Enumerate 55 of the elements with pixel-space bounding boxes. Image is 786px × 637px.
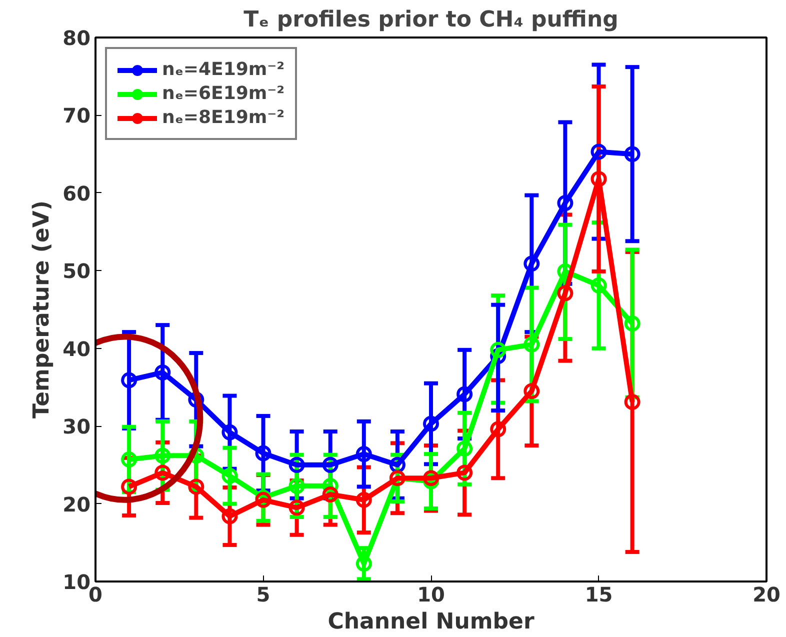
- point: [590, 144, 607, 160]
- y-tick-label: 20: [62, 492, 91, 516]
- point: [490, 421, 506, 438]
- x-tick-label: 10: [417, 582, 445, 606]
- point: [557, 195, 574, 212]
- point: [624, 316, 640, 332]
- point: [356, 556, 372, 572]
- point: [624, 394, 640, 410]
- x-tick-label: 15: [584, 582, 613, 606]
- point: [624, 146, 640, 162]
- point: [423, 416, 439, 432]
- y-tick-label: 40: [62, 336, 91, 361]
- point: [222, 424, 238, 440]
- point: [456, 464, 473, 481]
- chart-title: Tₑ profiles prior to CH₄ puffing: [244, 8, 618, 32]
- point: [288, 456, 305, 473]
- point: [524, 256, 540, 272]
- point: [456, 386, 473, 402]
- point: [188, 478, 204, 495]
- x-tick-label: 20: [752, 582, 780, 606]
- point: [255, 445, 272, 462]
- point: [121, 372, 138, 388]
- point: [322, 456, 338, 473]
- point: [356, 446, 372, 462]
- point: [154, 464, 171, 481]
- x-axis-title: Channel Number: [328, 610, 534, 634]
- point: [322, 486, 338, 502]
- x-tick-label: 0: [88, 582, 102, 606]
- legend-label: nₑ=8E19m⁻²: [162, 107, 285, 128]
- point: [154, 448, 171, 464]
- legend-label: nₑ=6E19m⁻²: [162, 83, 285, 104]
- point: [356, 492, 372, 508]
- point: [490, 342, 506, 358]
- y-tick-label: 70: [62, 104, 91, 128]
- point: [590, 170, 607, 187]
- point: [423, 470, 439, 486]
- point: [121, 478, 138, 495]
- point: [222, 508, 238, 524]
- point: [288, 478, 305, 494]
- point: [524, 383, 540, 400]
- y-tick-label: 80: [62, 26, 91, 50]
- point: [456, 440, 473, 457]
- point: [557, 285, 574, 302]
- point: [590, 277, 607, 294]
- x-tick-label: 5: [256, 582, 270, 606]
- y-tick-label: 30: [62, 414, 91, 439]
- y-tick-label: 50: [62, 259, 91, 284]
- point: [222, 468, 238, 484]
- point: [524, 336, 540, 352]
- point: [121, 452, 138, 468]
- point: [288, 500, 305, 516]
- y-axis-title: Temperature (eV): [30, 200, 55, 418]
- legend-label: nₑ=4E19m⁻²: [162, 59, 285, 80]
- y-tick-label: 60: [62, 181, 91, 206]
- point: [154, 364, 171, 380]
